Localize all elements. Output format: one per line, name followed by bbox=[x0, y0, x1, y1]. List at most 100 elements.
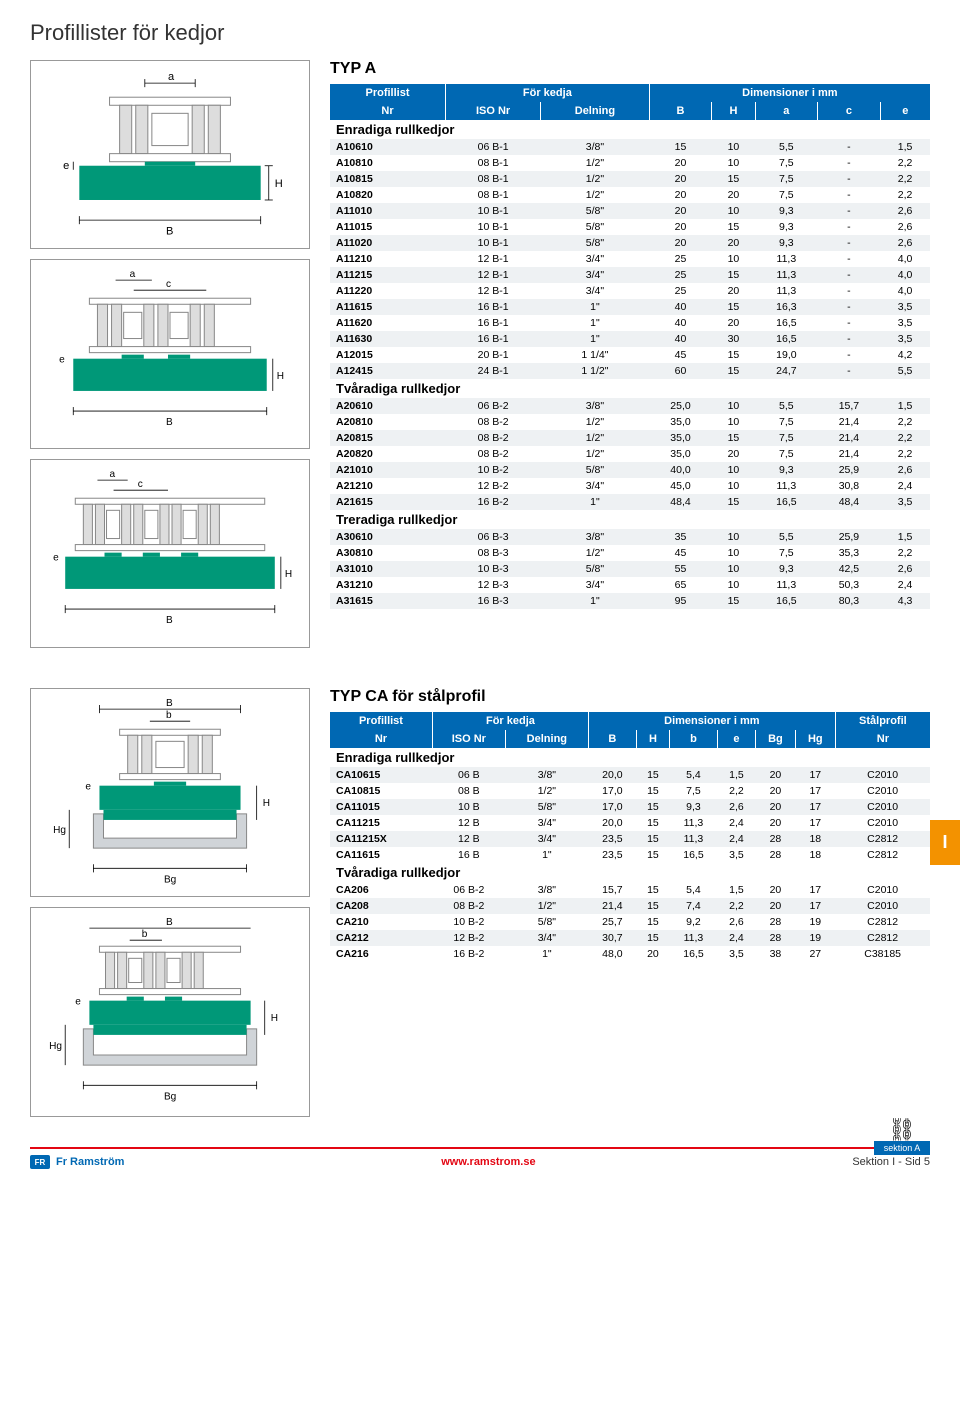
table-cell: 7,5 bbox=[670, 783, 718, 799]
dim-Hg: Hg bbox=[53, 825, 66, 836]
table-row: A1201520 B-11 1/4"451519,0-4,2 bbox=[330, 347, 930, 363]
table-cell: 08 B-2 bbox=[446, 446, 541, 462]
table-cell: 4,0 bbox=[880, 267, 930, 283]
table-cell: CA216 bbox=[330, 946, 432, 962]
typ-ca-heading: TYP CA för stålprofil bbox=[330, 688, 930, 706]
table-cell: 16,5 bbox=[670, 847, 718, 863]
table-cell: 11,3 bbox=[755, 267, 818, 283]
table-cell: 25,0 bbox=[649, 398, 712, 414]
table-cell: C2010 bbox=[835, 783, 930, 799]
table-row: CA1161516 B1"23,51516,53,52818C2812 bbox=[330, 847, 930, 863]
diagrams-column: a e bbox=[30, 60, 310, 658]
table-cell: 20 bbox=[756, 882, 796, 898]
table-cell: 3,5 bbox=[717, 847, 755, 863]
table-cell: 40 bbox=[649, 299, 712, 315]
table-cell: 2,6 bbox=[717, 914, 755, 930]
table-cell: 30,7 bbox=[588, 930, 636, 946]
table-cell: 11,3 bbox=[755, 251, 818, 267]
table-cell: 21,4 bbox=[818, 446, 881, 462]
dim-e: e bbox=[59, 355, 65, 366]
table-cell: - bbox=[818, 347, 881, 363]
table-cell: 20 bbox=[649, 235, 712, 251]
table-cell: 17,0 bbox=[588, 799, 636, 815]
table-cell: 2,2 bbox=[717, 783, 755, 799]
table-cell: 15 bbox=[712, 347, 755, 363]
table-cell: A11620 bbox=[330, 315, 446, 331]
table-cell: 15 bbox=[636, 799, 669, 815]
table-cell: 08 B-1 bbox=[446, 155, 541, 171]
table-cell: 1" bbox=[541, 315, 650, 331]
table-cell: 2,2 bbox=[880, 545, 930, 561]
table-row: A1241524 B-11 1/2"601524,7-5,5 bbox=[330, 363, 930, 379]
table-cell: 20 bbox=[712, 283, 755, 299]
table-cell: 3/4" bbox=[505, 831, 588, 847]
table-cell: 15 bbox=[636, 831, 669, 847]
table-cell: - bbox=[818, 235, 881, 251]
section-subhead: Tvåradiga rullkedjor bbox=[330, 379, 930, 398]
hdr-dim: Dimensioner i mm bbox=[649, 84, 930, 102]
table-cell: - bbox=[818, 155, 881, 171]
table-cell: 11,3 bbox=[755, 283, 818, 299]
table-cell: 16 B-1 bbox=[446, 331, 541, 347]
table-row: A1081508 B-11/2"20157,5-2,2 bbox=[330, 171, 930, 187]
table-cell: - bbox=[818, 363, 881, 379]
table-cell: 16,5 bbox=[755, 331, 818, 347]
table-cell: 35,0 bbox=[649, 430, 712, 446]
dim-B: B bbox=[166, 417, 173, 428]
diagram-double: a c e H bbox=[30, 259, 310, 448]
table-cell: 20 bbox=[756, 815, 796, 831]
table-cell: A20610 bbox=[330, 398, 446, 414]
table-cell: A10810 bbox=[330, 155, 446, 171]
table-row: A2101010 B-25/8"40,0109,325,92,6 bbox=[330, 462, 930, 478]
table-cell: 2,6 bbox=[880, 235, 930, 251]
table-cell: 10 bbox=[712, 462, 755, 478]
table-cell: 9,3 bbox=[755, 235, 818, 251]
table-cell: 3/4" bbox=[505, 930, 588, 946]
table-cell: A20820 bbox=[330, 446, 446, 462]
table-cell: A20810 bbox=[330, 414, 446, 430]
table-cell: 23,5 bbox=[588, 831, 636, 847]
table-cell: 15 bbox=[636, 914, 669, 930]
table-cell: 9,3 bbox=[670, 799, 718, 815]
table-cell: C2010 bbox=[835, 815, 930, 831]
table-cell: 3/8" bbox=[541, 139, 650, 155]
table-cell: 95 bbox=[649, 593, 712, 609]
table-cell: 10 B-1 bbox=[446, 219, 541, 235]
table-cell: 40 bbox=[649, 331, 712, 347]
table-row: A3121012 B-33/4"651011,350,32,4 bbox=[330, 577, 930, 593]
dim-Bg: Bg bbox=[164, 1092, 176, 1103]
table-cell: 25,9 bbox=[818, 529, 881, 545]
table-cell: CA208 bbox=[330, 898, 432, 914]
table-row: A2121012 B-23/4"45,01011,330,82,4 bbox=[330, 478, 930, 494]
table-cell: 08 B-2 bbox=[446, 414, 541, 430]
table-cell: - bbox=[818, 187, 881, 203]
table-cell: 15 bbox=[636, 882, 669, 898]
table-row: CA21616 B-21"48,02016,53,53827C38185 bbox=[330, 946, 930, 962]
table-cell: 5/8" bbox=[505, 799, 588, 815]
table-cell: CA10615 bbox=[330, 767, 432, 783]
table-cell: 20 bbox=[649, 171, 712, 187]
table-cell: 1" bbox=[541, 494, 650, 510]
typ-a-table: Profillist För kedja Dimensioner i mm Nr… bbox=[330, 84, 930, 609]
table-row: A3061006 B-33/8"35105,525,91,5 bbox=[330, 529, 930, 545]
table-cell: 40,0 bbox=[649, 462, 712, 478]
table-cell: 06 B-2 bbox=[446, 398, 541, 414]
table-cell: 7,5 bbox=[755, 187, 818, 203]
table-cell: 9,3 bbox=[755, 462, 818, 478]
table-row: A1082008 B-11/2"20207,5-2,2 bbox=[330, 187, 930, 203]
table-cell: 9,3 bbox=[755, 219, 818, 235]
col-header: ISO Nr bbox=[446, 102, 541, 120]
table-cell: 15 bbox=[636, 783, 669, 799]
diagram-ca-double: B b e bbox=[30, 907, 310, 1116]
table-cell: 12 B bbox=[432, 831, 505, 847]
table-cell: A11010 bbox=[330, 203, 446, 219]
table-cell: 10 bbox=[712, 545, 755, 561]
table-cell: 5/8" bbox=[541, 219, 650, 235]
hdr-profillist: Profillist bbox=[330, 84, 446, 102]
svg-text:FR: FR bbox=[35, 1158, 46, 1167]
table-cell: 15 bbox=[712, 171, 755, 187]
table-cell: C2010 bbox=[835, 898, 930, 914]
table-row: A1161516 B-11"401516,3-3,5 bbox=[330, 299, 930, 315]
table-cell: A31010 bbox=[330, 561, 446, 577]
table-row: A2161516 B-21"48,41516,548,43,5 bbox=[330, 494, 930, 510]
